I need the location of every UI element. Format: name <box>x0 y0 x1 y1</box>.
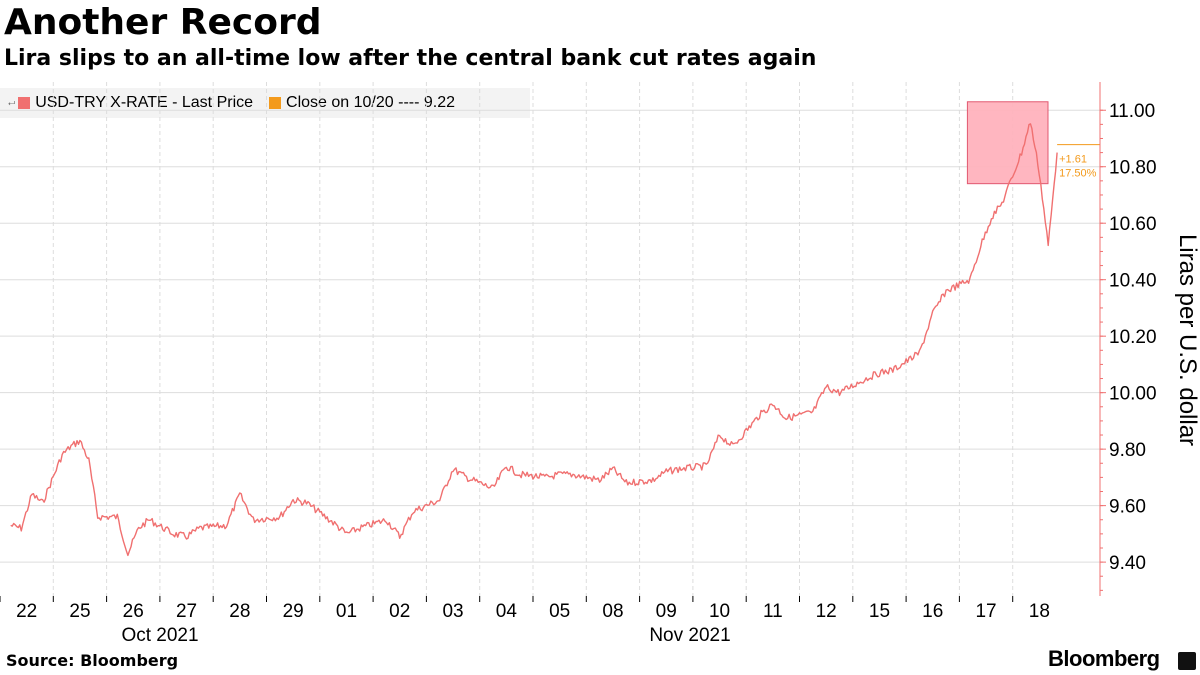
legend-toggle-icon: ⮠ <box>8 97 16 108</box>
brand-logo-text: Bloomberg <box>1048 646 1160 671</box>
legend-close-label: Close on 10/20 ---- 9.22 <box>286 94 456 111</box>
bloomberg-terminal-icon <box>1178 652 1196 670</box>
y-tick-label: 10.40 <box>1109 271 1157 292</box>
x-tick-label: 26 <box>123 601 144 622</box>
axes-group: 11.00 10.80 10.60 10.40 10.20 10.00 9.80 9.60 9.… <box>0 82 1200 646</box>
highlight-box <box>966 101 1049 185</box>
x-tick-label: 18 <box>1029 601 1050 622</box>
y-tick-label: 9.40 <box>1109 553 1146 574</box>
series-line <box>10 123 1058 557</box>
chart-grid <box>0 82 1100 596</box>
y-tick-label: 10.20 <box>1109 327 1157 348</box>
legend-series-label: USD-TRY X-RATE - Last Price <box>35 94 254 111</box>
y-tick-label: 9.60 <box>1109 497 1146 518</box>
x-tick-label: 25 <box>69 601 90 622</box>
y-tick-label: 11.00 <box>1109 101 1155 122</box>
x-tick-label: 17 <box>975 601 996 622</box>
page-title: Another Record <box>4 2 322 43</box>
y-tick-label: 10.00 <box>1109 384 1157 405</box>
x-tick-label: 22 <box>16 601 37 622</box>
x-tick-label: 02 <box>389 601 410 622</box>
close-swatch <box>269 97 282 109</box>
x-tick-label: 28 <box>229 601 250 622</box>
legend-item-series[interactable]: ⮠ USD-TRY X-RATE - Last Price <box>8 94 253 112</box>
x-tick-label: 01 <box>336 601 357 622</box>
x-tick-label: 04 <box>496 601 518 622</box>
y-axis-label: Liras per U.S. dollar <box>1174 234 1200 446</box>
y-tick-label: 10.80 <box>1109 158 1157 179</box>
x-group-label: Oct 2021 <box>121 625 198 646</box>
x-tick-label: 29 <box>283 601 304 622</box>
source-note: Source: Bloomberg <box>6 651 179 670</box>
highlight-group <box>966 101 1049 185</box>
change-pct-label: 17.50% <box>1059 168 1097 180</box>
x-tick-label: 27 <box>176 601 197 622</box>
series-swatch <box>18 97 31 109</box>
x-tick-label: 11 <box>763 601 783 622</box>
x-tick-label: 05 <box>549 601 570 622</box>
x-tick-label: 09 <box>656 601 677 622</box>
legend: ⮠ USD-TRY X-RATE - Last Price Close on 1… <box>0 88 530 118</box>
x-group-label: Nov 2021 <box>649 625 730 646</box>
x-tick-label: 15 <box>869 601 890 622</box>
annotation-group: +1.61 17.50% <box>1057 144 1100 180</box>
x-tick-label: 08 <box>602 601 623 622</box>
x-tick-label: 16 <box>922 601 943 622</box>
y-tick-label: 9.80 <box>1109 440 1146 461</box>
x-tick-label: 03 <box>442 601 463 622</box>
change-label: +1.61 <box>1059 154 1087 166</box>
y-tick-label: 10.60 <box>1109 214 1157 235</box>
legend-item-close[interactable]: Close on 10/20 ---- 9.22 <box>269 94 455 112</box>
page-subtitle: Lira slips to an all-time low after the … <box>4 46 817 71</box>
x-tick-label: 12 <box>816 601 837 622</box>
series-group <box>10 123 1058 557</box>
x-tick-label: 10 <box>709 601 730 622</box>
